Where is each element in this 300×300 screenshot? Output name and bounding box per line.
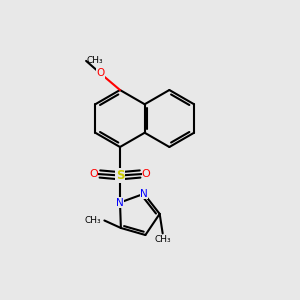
Text: N: N bbox=[140, 189, 148, 199]
Text: N: N bbox=[116, 197, 124, 208]
Text: O: O bbox=[96, 68, 105, 79]
Text: S: S bbox=[116, 169, 124, 182]
Text: O: O bbox=[142, 169, 151, 179]
Text: CH₃: CH₃ bbox=[85, 216, 101, 225]
Text: CH₃: CH₃ bbox=[154, 235, 171, 244]
Text: CH₃: CH₃ bbox=[86, 56, 103, 65]
Text: O: O bbox=[89, 169, 98, 179]
